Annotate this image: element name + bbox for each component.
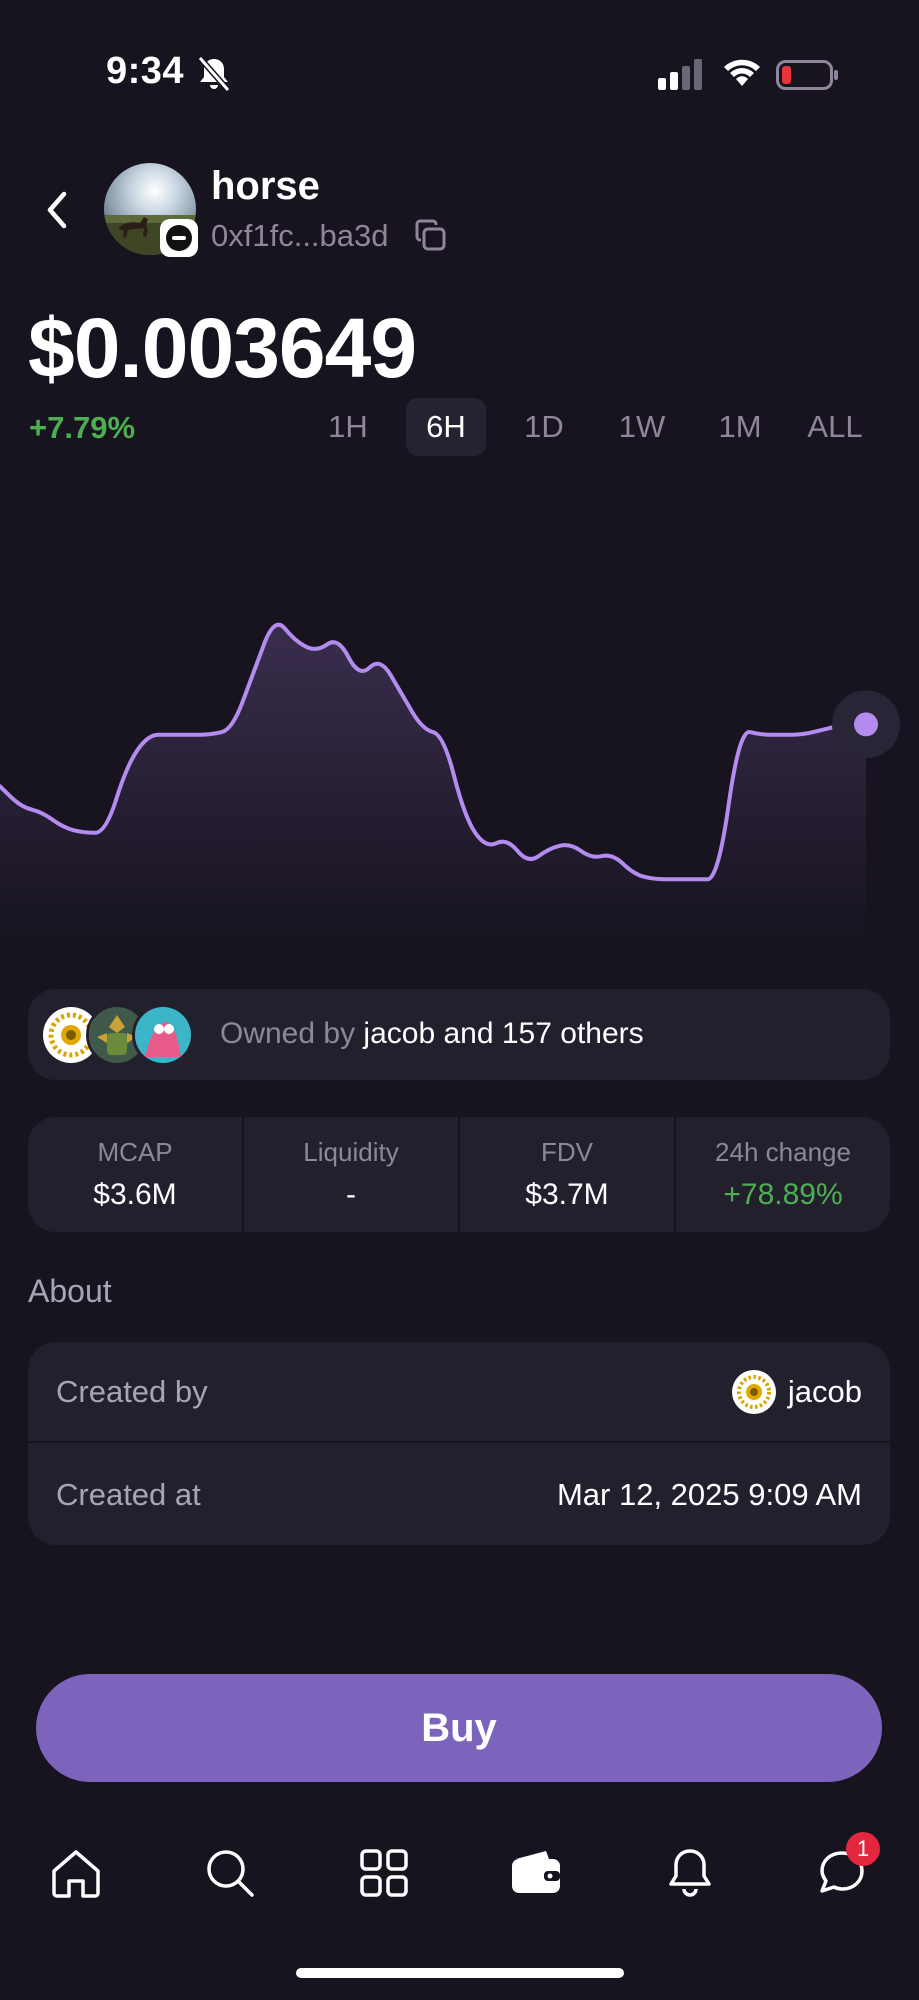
chart-current-point xyxy=(854,712,878,737)
owners-summary: Owned by jacob and 157 others xyxy=(220,1017,644,1051)
home-icon[interactable] xyxy=(48,1845,104,1901)
token-price: $0.003649 xyxy=(28,301,417,395)
bell-icon[interactable] xyxy=(662,1845,718,1901)
stat-24h-change: 24h change +78.89% xyxy=(676,1117,890,1232)
chart-area xyxy=(0,624,866,940)
stat-liquidity: Liquidity - xyxy=(244,1117,460,1232)
timeframe-selector: 1H 6H 1D 1W 1M ALL xyxy=(308,398,880,458)
owners-prefix: Owned by xyxy=(220,1017,356,1050)
chain-badge-icon xyxy=(160,219,198,257)
token-address: 0xf1fc...ba3d xyxy=(211,218,389,253)
battery-low-icon xyxy=(776,60,838,90)
created-by-label: Created by xyxy=(56,1373,208,1409)
timeframe-all[interactable]: ALL xyxy=(807,409,863,444)
stat-value: - xyxy=(346,1178,356,1211)
owners-row[interactable]: Owned by jacob and 157 others xyxy=(28,989,890,1080)
copy-icon[interactable] xyxy=(414,219,448,253)
creator-name: jacob xyxy=(787,1373,862,1409)
home-indicator xyxy=(296,1968,624,1978)
owners-names[interactable]: jacob and 157 others xyxy=(363,1017,644,1050)
token-avatar xyxy=(104,163,198,257)
timeframe-1m[interactable]: 1M xyxy=(718,409,762,444)
stat-label: MCAP xyxy=(97,1137,173,1167)
timeframe-6h[interactable]: 6H xyxy=(406,398,486,456)
creator-avatar xyxy=(731,1369,776,1414)
stat-value: +78.89% xyxy=(723,1178,843,1211)
created-by-row[interactable]: Created by jacob xyxy=(28,1342,890,1443)
stat-label: Liquidity xyxy=(303,1137,399,1167)
buy-button[interactable]: Buy xyxy=(36,1674,882,1782)
status-time: 9:34 xyxy=(106,50,185,92)
created-at-label: Created at xyxy=(56,1476,201,1512)
about-heading: About xyxy=(28,1273,112,1309)
back-button[interactable] xyxy=(34,180,80,240)
stat-value: $3.7M xyxy=(525,1178,609,1211)
created-at-row: Created at Mar 12, 2025 9:09 AM xyxy=(28,1444,890,1545)
timeframe-1w[interactable]: 1W xyxy=(618,409,666,444)
stat-label: FDV xyxy=(541,1137,593,1167)
search-icon[interactable] xyxy=(202,1845,258,1901)
timeframe-1d[interactable]: 1D xyxy=(524,409,564,444)
chat-notification-badge: 1 xyxy=(846,1832,880,1866)
stat-fdv: FDV $3.7M xyxy=(460,1117,676,1232)
chevron-left-icon xyxy=(47,191,67,229)
created-at-value: Mar 12, 2025 9:09 AM xyxy=(556,1476,862,1512)
timeframe-1h[interactable]: 1H xyxy=(328,409,368,444)
about-card: Created by jacob Created at Mar 12, 2025… xyxy=(28,1342,890,1545)
token-name: horse xyxy=(211,164,320,208)
wifi-icon xyxy=(724,59,760,86)
owner-avatar-3 xyxy=(132,1004,194,1066)
creator[interactable]: jacob xyxy=(731,1369,862,1414)
bell-muted-icon xyxy=(197,56,231,92)
stat-label: 24h change xyxy=(715,1137,851,1167)
grid-icon[interactable] xyxy=(356,1845,412,1901)
cellular-signal-icon xyxy=(658,59,702,90)
stat-mcap: MCAP $3.6M xyxy=(28,1117,244,1232)
token-stats: MCAP $3.6M Liquidity - FDV $3.7M 24h cha… xyxy=(28,1117,890,1232)
chat-icon[interactable] xyxy=(812,1845,868,1901)
price-chart[interactable] xyxy=(0,560,919,940)
chart-series-line xyxy=(0,622,868,882)
price-change: +7.79% xyxy=(29,410,136,445)
wallet-icon[interactable] xyxy=(508,1845,564,1901)
stat-value: $3.6M xyxy=(93,1178,177,1211)
